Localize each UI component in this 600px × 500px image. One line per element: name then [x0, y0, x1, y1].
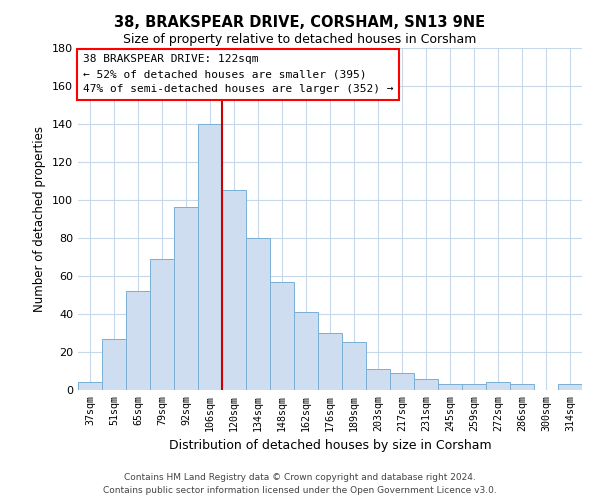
Bar: [294, 312, 318, 390]
Bar: [174, 208, 198, 390]
Bar: [390, 373, 414, 390]
Bar: [342, 342, 366, 390]
Bar: [318, 333, 342, 390]
Bar: [510, 384, 534, 390]
Bar: [558, 384, 582, 390]
Bar: [102, 338, 126, 390]
Bar: [438, 384, 462, 390]
Bar: [246, 238, 270, 390]
Text: 38, BRAKSPEAR DRIVE, CORSHAM, SN13 9NE: 38, BRAKSPEAR DRIVE, CORSHAM, SN13 9NE: [115, 15, 485, 30]
Bar: [486, 382, 510, 390]
Text: 38 BRAKSPEAR DRIVE: 122sqm
← 52% of detached houses are smaller (395)
47% of sem: 38 BRAKSPEAR DRIVE: 122sqm ← 52% of deta…: [83, 54, 394, 94]
Bar: [222, 190, 246, 390]
Bar: [270, 282, 294, 390]
Bar: [366, 369, 390, 390]
Bar: [462, 384, 486, 390]
Bar: [126, 291, 150, 390]
Text: Size of property relative to detached houses in Corsham: Size of property relative to detached ho…: [124, 32, 476, 46]
Text: Contains HM Land Registry data © Crown copyright and database right 2024.
Contai: Contains HM Land Registry data © Crown c…: [103, 474, 497, 495]
Bar: [198, 124, 222, 390]
Bar: [150, 258, 174, 390]
X-axis label: Distribution of detached houses by size in Corsham: Distribution of detached houses by size …: [169, 439, 491, 452]
Bar: [414, 378, 438, 390]
Y-axis label: Number of detached properties: Number of detached properties: [34, 126, 46, 312]
Bar: [78, 382, 102, 390]
